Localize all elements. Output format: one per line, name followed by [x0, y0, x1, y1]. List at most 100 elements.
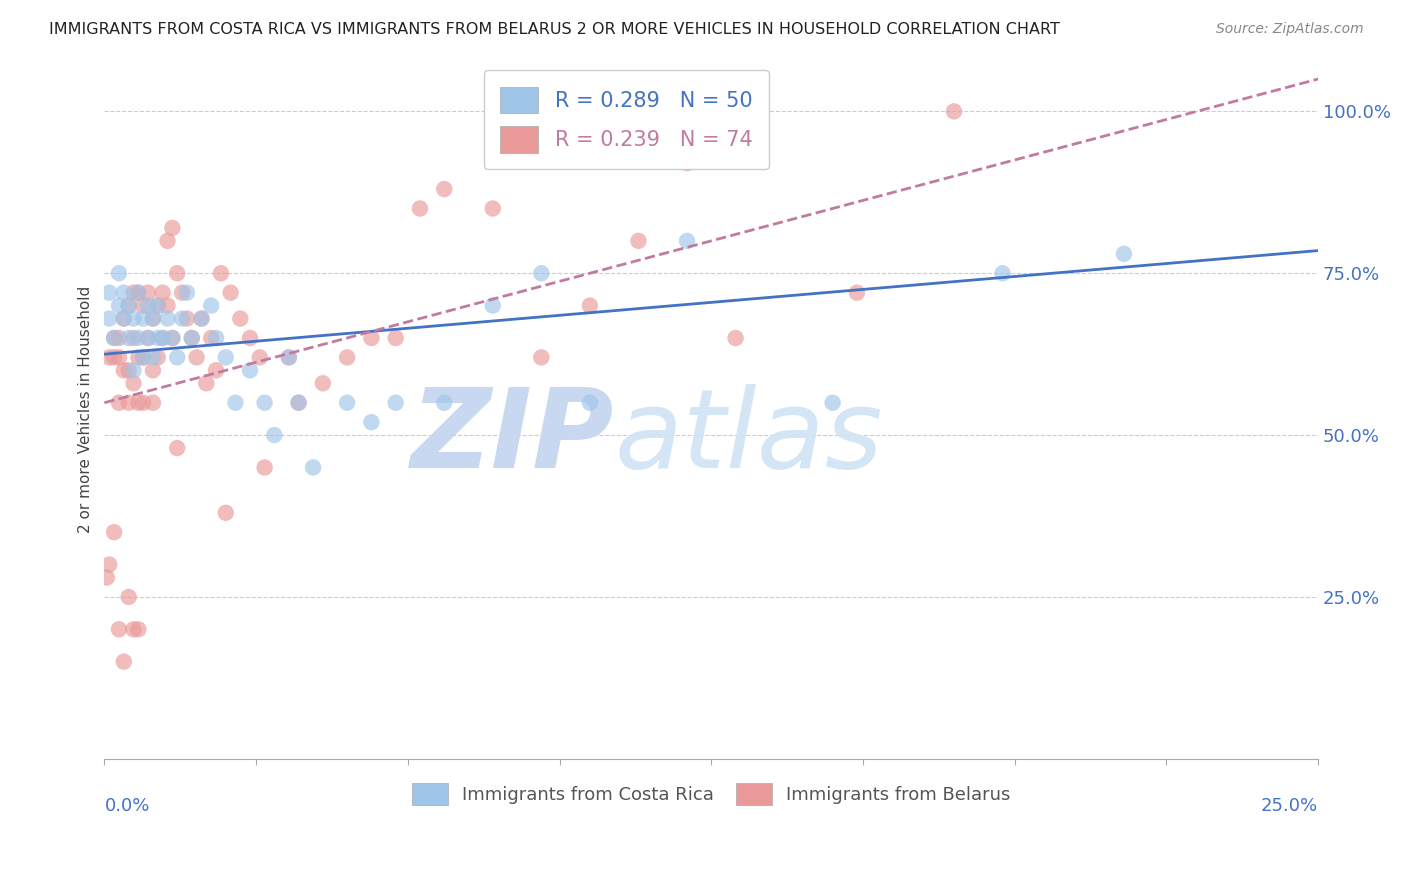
- Point: [205, 363, 228, 377]
- Point: [103, 351, 125, 365]
- Point: [481, 299, 503, 313]
- Point: [229, 311, 252, 326]
- Point: [239, 331, 262, 345]
- Point: [180, 331, 202, 345]
- Point: [336, 395, 359, 409]
- Point: [132, 311, 155, 326]
- Point: [103, 331, 125, 345]
- Point: [162, 331, 184, 345]
- Point: [108, 266, 131, 280]
- Point: [219, 285, 242, 300]
- Point: [146, 331, 169, 345]
- Point: [360, 415, 382, 429]
- Point: [103, 331, 125, 345]
- Point: [132, 351, 155, 365]
- Point: [845, 285, 868, 300]
- Point: [112, 311, 135, 326]
- Text: 25.0%: 25.0%: [1261, 797, 1319, 815]
- Point: [122, 622, 145, 636]
- Point: [676, 234, 699, 248]
- Point: [146, 351, 169, 365]
- Point: [108, 395, 131, 409]
- Point: [186, 351, 208, 365]
- Point: [118, 590, 141, 604]
- Point: [263, 428, 285, 442]
- Point: [579, 395, 602, 409]
- Point: [142, 363, 165, 377]
- Point: [481, 202, 503, 216]
- Point: [200, 331, 222, 345]
- Point: [132, 299, 155, 313]
- Point: [118, 299, 141, 313]
- Point: [136, 331, 159, 345]
- Point: [118, 395, 141, 409]
- Point: [132, 395, 155, 409]
- Point: [152, 285, 174, 300]
- Point: [312, 376, 335, 391]
- Point: [112, 311, 135, 326]
- Point: [127, 331, 149, 345]
- Point: [136, 331, 159, 345]
- Point: [579, 299, 602, 313]
- Point: [156, 234, 179, 248]
- Point: [98, 351, 121, 365]
- Point: [1112, 247, 1135, 261]
- Point: [98, 311, 121, 326]
- Point: [302, 460, 325, 475]
- Point: [190, 311, 212, 326]
- Point: [195, 376, 218, 391]
- Point: [170, 285, 193, 300]
- Point: [166, 266, 188, 280]
- Y-axis label: 2 or more Vehicles in Household: 2 or more Vehicles in Household: [79, 285, 93, 533]
- Point: [112, 363, 135, 377]
- Point: [136, 285, 159, 300]
- Point: [142, 311, 165, 326]
- Point: [152, 331, 174, 345]
- Point: [384, 395, 406, 409]
- Point: [277, 351, 299, 365]
- Point: [127, 351, 149, 365]
- Point: [166, 351, 188, 365]
- Point: [724, 331, 747, 345]
- Point: [96, 570, 118, 584]
- Point: [249, 351, 271, 365]
- Point: [122, 363, 145, 377]
- Point: [108, 299, 131, 313]
- Point: [360, 331, 382, 345]
- Text: 0.0%: 0.0%: [104, 797, 150, 815]
- Point: [118, 299, 141, 313]
- Point: [209, 266, 232, 280]
- Point: [530, 266, 553, 280]
- Point: [821, 395, 844, 409]
- Point: [433, 182, 456, 196]
- Point: [112, 285, 135, 300]
- Point: [156, 311, 179, 326]
- Point: [253, 460, 276, 475]
- Point: [336, 351, 359, 365]
- Point: [118, 363, 141, 377]
- Point: [162, 331, 184, 345]
- Point: [132, 351, 155, 365]
- Point: [136, 299, 159, 313]
- Point: [112, 655, 135, 669]
- Point: [239, 363, 262, 377]
- Point: [409, 202, 432, 216]
- Point: [98, 558, 121, 572]
- Point: [287, 395, 309, 409]
- Point: [156, 299, 179, 313]
- Point: [991, 266, 1014, 280]
- Point: [166, 441, 188, 455]
- Text: Source: ZipAtlas.com: Source: ZipAtlas.com: [1216, 22, 1364, 37]
- Text: IMMIGRANTS FROM COSTA RICA VS IMMIGRANTS FROM BELARUS 2 OR MORE VEHICLES IN HOUS: IMMIGRANTS FROM COSTA RICA VS IMMIGRANTS…: [49, 22, 1060, 37]
- Point: [118, 331, 141, 345]
- Text: ZIP: ZIP: [411, 384, 614, 491]
- Point: [180, 331, 202, 345]
- Point: [627, 234, 650, 248]
- Point: [127, 285, 149, 300]
- Point: [176, 311, 198, 326]
- Point: [127, 285, 149, 300]
- Point: [108, 351, 131, 365]
- Point: [224, 395, 246, 409]
- Point: [122, 331, 145, 345]
- Point: [190, 311, 212, 326]
